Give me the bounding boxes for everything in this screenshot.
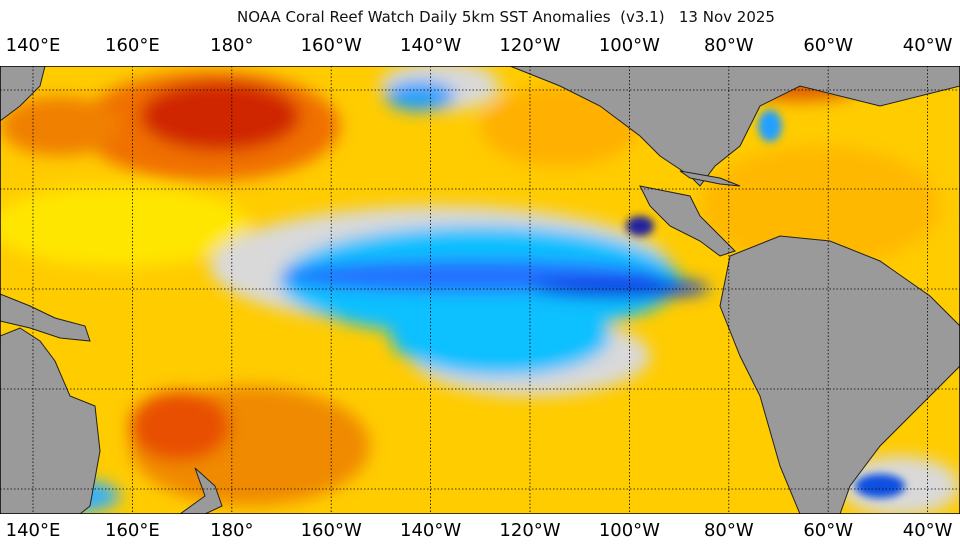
longitude-label: 40°W: [902, 35, 953, 56]
longitude-label: 140°E: [5, 35, 61, 56]
longitude-label: 140°W: [400, 35, 462, 56]
sst-anomaly-map: [0, 66, 960, 514]
longitude-label: 140°W: [400, 520, 462, 541]
land-asia: [0, 66, 46, 122]
longitude-label: 160°E: [105, 520, 160, 541]
anomaly-field: [0, 66, 960, 514]
longitude-label: 100°W: [598, 35, 660, 56]
graticule: [0, 66, 960, 514]
land-cuba: [679, 170, 741, 187]
longitude-label: 160°E: [105, 35, 160, 56]
longitude-label: 120°W: [499, 520, 561, 541]
longitude-label: 140°E: [5, 520, 61, 541]
longitude-label: 160°W: [300, 35, 362, 56]
longitude-label: 160°W: [300, 520, 362, 541]
longitude-label: 60°W: [803, 35, 854, 56]
land-north-america: [509, 66, 960, 187]
land-south-america: [719, 235, 960, 514]
longitude-label: 80°W: [703, 520, 754, 541]
land-new-guinea: [0, 293, 91, 342]
longitude-label: 180°: [210, 520, 254, 541]
longitude-label: 60°W: [803, 520, 854, 541]
longitude-label: 80°W: [703, 35, 754, 56]
longitude-label: 120°W: [499, 35, 561, 56]
longitude-label: 40°W: [902, 520, 953, 541]
land-central-america: [639, 185, 736, 257]
map-title: NOAA Coral Reef Watch Daily 5km SST Anom…: [237, 8, 775, 26]
longitude-label: 100°W: [598, 520, 660, 541]
longitude-label: 180°: [210, 35, 254, 56]
land-new-zealand: [179, 467, 223, 514]
